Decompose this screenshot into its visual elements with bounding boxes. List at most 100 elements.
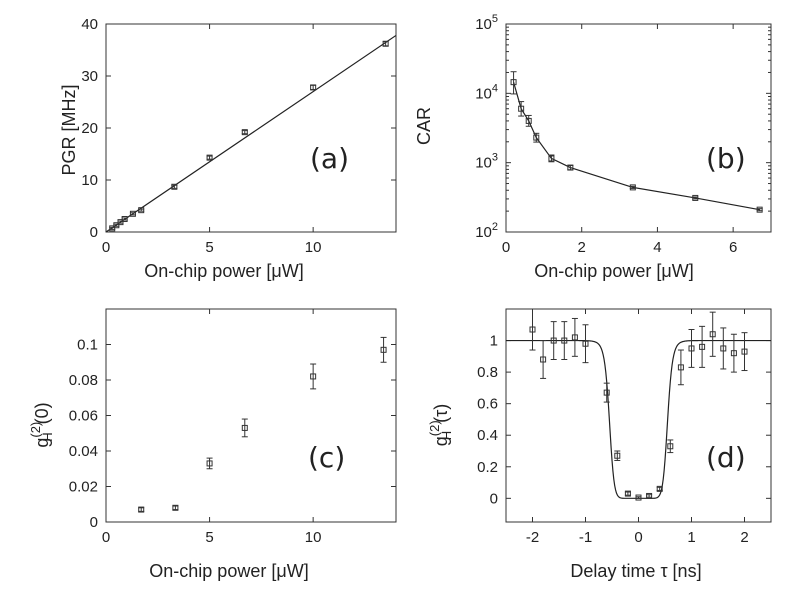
- panel-a-xtick-label: 0: [102, 239, 110, 256]
- panel-b-xtick-label: 2: [578, 239, 586, 256]
- panel-d-point: [582, 340, 589, 347]
- panel-d-ytick-label: 0.2: [477, 459, 498, 476]
- panel-d-point: [614, 452, 621, 459]
- panel-d-point: [529, 326, 536, 333]
- panel-d-ytick-label: 0: [490, 490, 498, 507]
- panel-d-fit-curve: [506, 339, 771, 499]
- panel-d-xtick-label: 2: [740, 529, 748, 546]
- panel-b-xtick-label: 6: [729, 239, 737, 256]
- panel-d-point: [550, 337, 557, 344]
- panel-b-point: [567, 164, 574, 171]
- panel-b-point: [525, 117, 532, 124]
- panel-d-point: [730, 350, 737, 357]
- panel-d-ylabel-text: g(2)H(τ): [427, 404, 454, 446]
- panel-c-ytick-label: 0.04: [69, 443, 98, 460]
- panel-a: 0 5 10 0 10 20 30 40: [81, 16, 397, 256]
- panel-c-ytick-label: 0.02: [69, 479, 98, 496]
- panel-a-point: [121, 216, 128, 222]
- panel-b-xtick-label: 4: [653, 239, 661, 256]
- panel-b-frame: [505, 23, 772, 233]
- panel-c-ylabel-text: g(2)H(0): [28, 402, 55, 447]
- panel-c-ytick-label: 0.08: [69, 372, 98, 389]
- panel-a-label: (a): [310, 142, 349, 175]
- panel-b-point: [518, 105, 525, 112]
- panel-a-ytick-label: 20: [81, 120, 98, 137]
- panel-d-point: [646, 492, 653, 499]
- panel-a-point: [171, 183, 178, 190]
- panel-c-ytick-label: 0.06: [69, 408, 98, 425]
- panel-a-xlabel: On-chip power [μW]: [144, 261, 303, 281]
- panel-d-point: [699, 343, 706, 350]
- panel-d-point: [624, 490, 631, 497]
- panel-d-xtick-label: -2: [526, 529, 539, 546]
- panel-a-frame: [105, 23, 397, 233]
- panel-a-point: [117, 219, 124, 226]
- panel-c-xtick-label: 10: [305, 529, 322, 546]
- panel-a-point: [310, 84, 317, 91]
- panel-d-ytick-label: 0.8: [477, 364, 498, 381]
- panel-d-ytick-label: 0.4: [477, 427, 498, 444]
- panel-a-ytick-label: 40: [81, 16, 98, 33]
- panel-a-point: [129, 210, 136, 217]
- panel-a-point: [113, 222, 120, 229]
- panel-b-point: [692, 194, 699, 201]
- panel-c-point: [172, 504, 179, 511]
- panel-d-point: [635, 494, 642, 501]
- panel-b-point: [629, 184, 636, 191]
- panel-c-ylabel: g(2)H(0): [28, 402, 55, 447]
- panel-a-point: [109, 225, 116, 232]
- panel-d: -2 -1 0 1 2 0 0.2 0.4 0.6 0.8 1: [477, 308, 772, 546]
- panel-c-xtick-label: 0: [102, 529, 110, 546]
- panel-d-xtick-label: -1: [579, 529, 592, 546]
- panel-b-point: [533, 134, 540, 141]
- panel-a-ytick-label: 0: [90, 224, 98, 241]
- panel-b-ytick-label: 105: [475, 13, 498, 33]
- panel-a-point: [382, 40, 389, 47]
- panel-d-point: [571, 334, 578, 341]
- panel-a-xtick-label: 10: [305, 239, 322, 256]
- panel-c-frame: [105, 308, 397, 523]
- panel-a-ylabel: PGR [MHz]: [59, 84, 79, 175]
- panel-d-point: [741, 348, 748, 355]
- panel-d-point: [677, 364, 684, 371]
- panel-b-label: (b): [706, 142, 746, 175]
- panel-c-point: [310, 373, 317, 380]
- panel-c-ytick-label: 0.1: [77, 337, 98, 354]
- panel-b-ytick-label: 102: [475, 221, 498, 241]
- panel-a-point: [241, 129, 248, 136]
- panel-d-ytick-label: 1: [490, 333, 498, 350]
- panel-d-label: (d): [706, 441, 746, 474]
- panel-c: 0 5 10 0 0.02 0.04 0.06 0.08 0.1: [69, 308, 397, 546]
- panel-b-point: [756, 206, 763, 213]
- panel-a-xtick-label: 5: [205, 239, 213, 256]
- panel-c-xlabel: On-chip power [μW]: [149, 561, 308, 581]
- panel-a-fit-line: [105, 34, 397, 233]
- panel-b-xtick-label: 0: [502, 239, 510, 256]
- panel-a-ytick-label: 10: [81, 172, 98, 189]
- panel-b-ylabel: CAR: [414, 107, 434, 145]
- panel-d-point: [540, 356, 547, 363]
- panel-b-point: [548, 155, 555, 162]
- panel-d-xlabel: Delay time τ [ns]: [570, 561, 701, 581]
- panel-d-point: [709, 331, 716, 338]
- panel-d-point: [667, 443, 674, 450]
- panel-d-ylabel: g(2)H(τ): [427, 404, 454, 446]
- panel-b: 0 2 4 6 102 103 104 105: [475, 13, 772, 256]
- panel-a-ytick-label: 30: [81, 68, 98, 85]
- panel-d-point: [603, 389, 610, 396]
- panel-d-xtick-label: 0: [634, 529, 642, 546]
- panel-d-ytick-label: 0.6: [477, 396, 498, 413]
- panel-d-xtick-label: 1: [687, 529, 695, 546]
- panel-b-xlabel: On-chip power [μW]: [534, 261, 693, 281]
- panel-b-ytick-label: 103: [475, 152, 498, 172]
- panel-c-label: (c): [308, 441, 345, 474]
- panel-a-point: [138, 207, 145, 214]
- panel-c-point: [206, 460, 213, 467]
- panel-c-xtick-label: 5: [205, 529, 213, 546]
- panel-a-point: [206, 154, 213, 161]
- panel-c-point: [241, 424, 248, 431]
- panel-d-point: [720, 345, 727, 352]
- panel-c-ytick-label: 0: [90, 514, 98, 531]
- panel-c-point: [138, 506, 145, 513]
